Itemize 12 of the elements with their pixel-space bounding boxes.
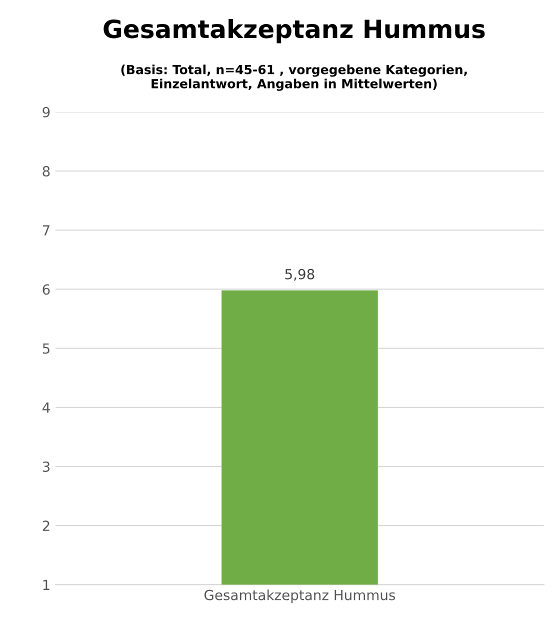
y-tick-label: 9 bbox=[42, 106, 50, 118]
data-label: 5,98 bbox=[285, 268, 314, 281]
y-tick-label: 2 bbox=[42, 520, 50, 531]
y-tick-label: 5 bbox=[42, 343, 50, 354]
y-tick-label: 4 bbox=[42, 402, 50, 413]
y-tick-label: 3 bbox=[42, 461, 50, 472]
y-tick-label: 8 bbox=[42, 166, 50, 177]
y-tick-label: 1 bbox=[43, 580, 50, 590]
chart-title: Gesamtakzeptanz Hummus bbox=[104, 19, 485, 44]
y-tick-label: 7 bbox=[42, 225, 50, 236]
chart-subtitle: (Basis: Total, n=45-61 , vorgegebene Kategorien, Einzelantwort, Angaben in Mittelwerten) bbox=[121, 64, 467, 91]
y-tick-label: 6 bbox=[42, 284, 50, 295]
